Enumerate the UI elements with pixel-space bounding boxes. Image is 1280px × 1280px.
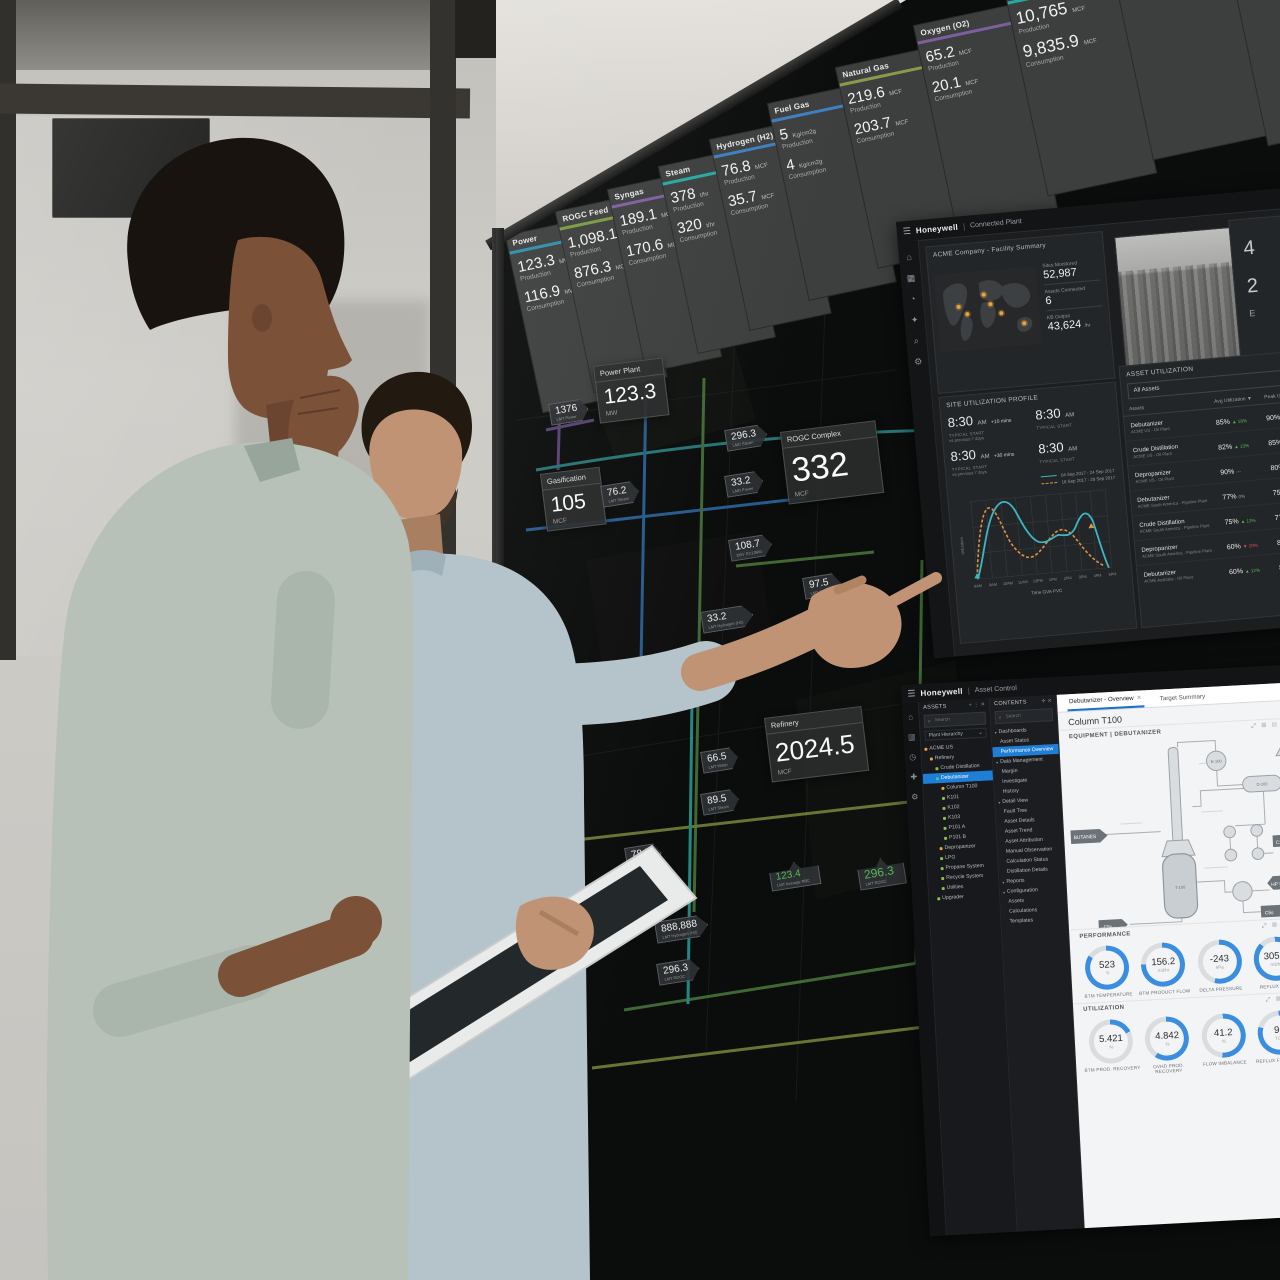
svg-text:11AM: 11AM <box>1018 580 1028 585</box>
svg-text:E-100: E-100 <box>1210 758 1222 764</box>
svg-text:HP STEAM: HP STEAM <box>1271 881 1280 888</box>
svg-text:T-100: T-100 <box>1174 885 1185 891</box>
svg-text:1PM: 1PM <box>1049 577 1057 582</box>
svg-text:BUTANES: BUTANES <box>1073 834 1096 841</box>
glass-wall-frame <box>0 0 16 660</box>
world-map <box>933 266 1043 353</box>
svg-text:10AM: 10AM <box>1003 581 1013 586</box>
debutanizer-pid-diagram: BUTANES C3s HP STEAM C5s C5s T-100 E-100… <box>1069 739 1280 930</box>
ceiling-shadow <box>0 0 430 70</box>
svg-text:D-100: D-100 <box>1256 781 1268 787</box>
svg-text:12PM: 12PM <box>1033 579 1043 584</box>
facility-summary-card: ACME Company - Facility Summary <box>925 231 1116 394</box>
asset-control-main: Debutanizer - Overview ✕ Target Summary C… <box>1056 682 1280 1229</box>
site-dots <box>955 291 1028 327</box>
svg-text:4PM: 4PM <box>1094 573 1102 578</box>
pointing-hand <box>807 582 902 668</box>
svg-text:3PM: 3PM <box>1079 575 1087 580</box>
asset-control-panel: ☰ Honeywell | Asset Control ⌂ ▥ ◷ ✚ ⚙ AS… <box>901 664 1280 1237</box>
connected-plant-panel: ☰ Honeywell | Connected Plant ⌂ ▦ ◔ ✦ ⌕ … <box>896 187 1280 659</box>
svg-text:Utilization: Utilization <box>959 537 965 555</box>
svg-text:C3s: C3s <box>1275 840 1280 846</box>
svg-text:Time GVA PVC: Time GVA PVC <box>1031 588 1063 596</box>
pointing-finger <box>878 572 942 612</box>
svg-text:8AM: 8AM <box>974 584 982 589</box>
site-utilization-profile-card: SITE UTILIZATION PROFILE 8:30 AM +10 min… <box>938 381 1138 645</box>
svg-text:2PM: 2PM <box>1064 576 1072 581</box>
svg-text:5PM: 5PM <box>1108 572 1116 577</box>
utilization-line-chart: Utilization 8AM 9AM 10AM 11AM 12PM 1PM 2PM 3… <box>959 489 1117 596</box>
person-left <box>46 137 414 1280</box>
svg-text:9AM: 9AM <box>989 583 997 588</box>
svg-text:C5s: C5s <box>1264 910 1273 916</box>
svg-text:C5s: C5s <box>1103 924 1112 929</box>
